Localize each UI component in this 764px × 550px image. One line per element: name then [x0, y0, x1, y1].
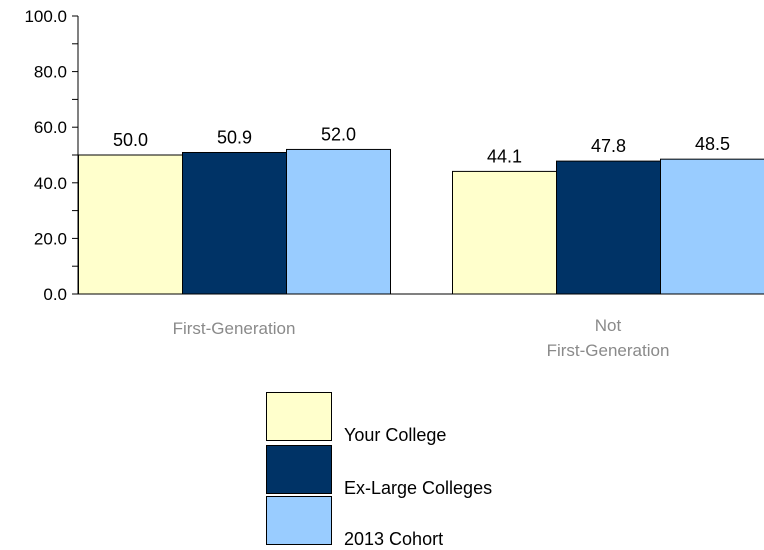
y-tick-label: 0.0	[43, 285, 67, 304]
plot-area: 0.0 20.0 40.0 60.0 80.0 100.0 50.0 44.1 50.9 47.8…	[24, 7, 764, 304]
legend-label: Your College	[344, 425, 446, 445]
bar	[452, 170, 557, 295]
legend-label: 2013 Cohort	[344, 529, 443, 549]
data-label: 48.5	[695, 134, 730, 154]
data-label: 52.0	[321, 124, 356, 144]
data-label: 47.8	[591, 136, 626, 156]
data-label: 44.1	[487, 146, 522, 166]
y-tick-label: 80.0	[34, 63, 67, 82]
bar	[286, 148, 391, 295]
category-label: Not	[595, 316, 622, 335]
y-tick-label: 40.0	[34, 174, 67, 193]
data-label: 50.0	[113, 130, 148, 150]
legend-swatch	[266, 496, 332, 545]
data-label: 50.9	[217, 127, 252, 147]
category-label: First-Generation	[547, 341, 670, 360]
bar	[556, 160, 661, 295]
y-tick-label: 60.0	[34, 118, 67, 137]
bar	[182, 151, 287, 295]
category-label: First-Generation	[173, 319, 296, 338]
y-tick-label: 100.0	[24, 7, 67, 26]
y-tick-label: 20.0	[34, 229, 67, 248]
legend-label: Ex-Large Colleges	[344, 478, 492, 498]
bar	[78, 154, 183, 295]
legend: Your College Ex-Large Colleges 2013 Cohort	[266, 392, 492, 549]
bar	[660, 158, 764, 295]
legend-swatch	[266, 392, 332, 441]
legend-swatch	[266, 445, 332, 494]
